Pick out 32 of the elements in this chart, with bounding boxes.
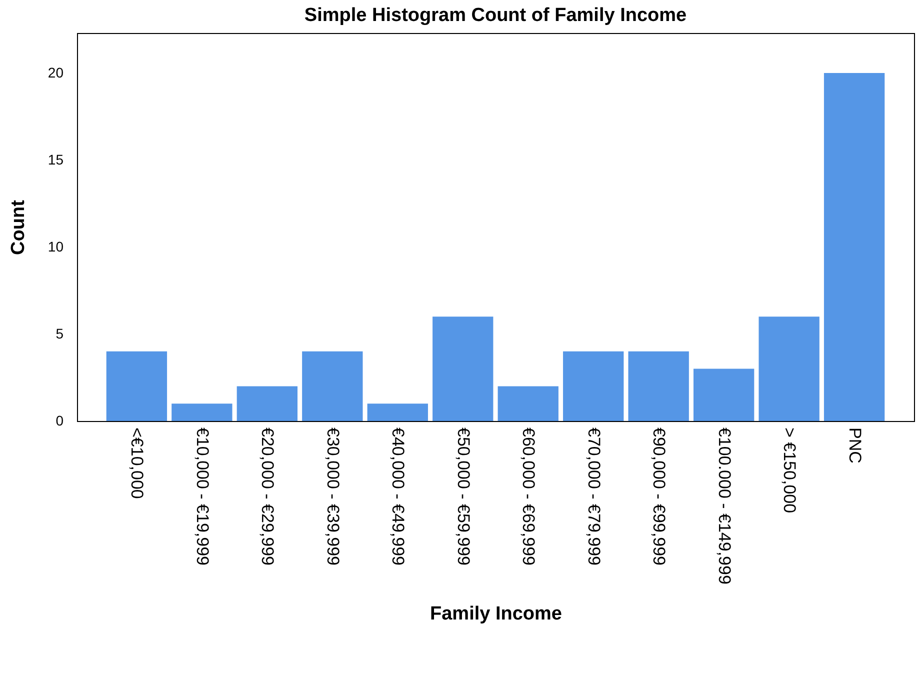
x-tick-label: €20,000 - €29,999 (258, 428, 278, 566)
bar (236, 386, 298, 421)
bar (628, 351, 689, 421)
x-tick-label: €50,000 - €59,999 (454, 428, 473, 566)
x-tick-label: €10,000 - €19,999 (192, 428, 212, 566)
bar (563, 351, 624, 421)
bar (106, 351, 168, 421)
x-tick-label: PNC (845, 428, 864, 464)
x-tick-label: €30,000 - €39,999 (323, 428, 342, 566)
chart-title: Simple Histogram Count of Family Income (304, 5, 687, 26)
x-tick-label: €60,000 - €69,999 (519, 428, 538, 566)
x-tick-label: €70,000 - €79,999 (584, 428, 604, 566)
bar (498, 386, 558, 421)
bar (693, 368, 754, 421)
bar (824, 73, 885, 421)
y-tick-label: 20 (48, 64, 64, 81)
y-tick-label: 5 (56, 326, 64, 342)
x-tick-label: €90,000 - €99,999 (650, 428, 669, 566)
bar (758, 316, 820, 421)
x-tick-label: <€10,000 (128, 428, 147, 499)
bar (302, 351, 363, 421)
bar (432, 316, 494, 421)
y-axis-title: Count (8, 199, 29, 255)
x-tick-label: €40,000 - €49,999 (388, 428, 408, 566)
x-tick-label: > €150,000 (780, 428, 800, 514)
y-tick-label: 15 (48, 152, 64, 168)
bar (367, 404, 428, 421)
x-tick-label: €100.000 - €149,999 (714, 428, 734, 584)
bar (172, 404, 232, 421)
y-tick-label: 10 (48, 238, 64, 255)
x-axis-title: Family Income (430, 603, 562, 624)
y-tick-label: 0 (56, 412, 64, 428)
